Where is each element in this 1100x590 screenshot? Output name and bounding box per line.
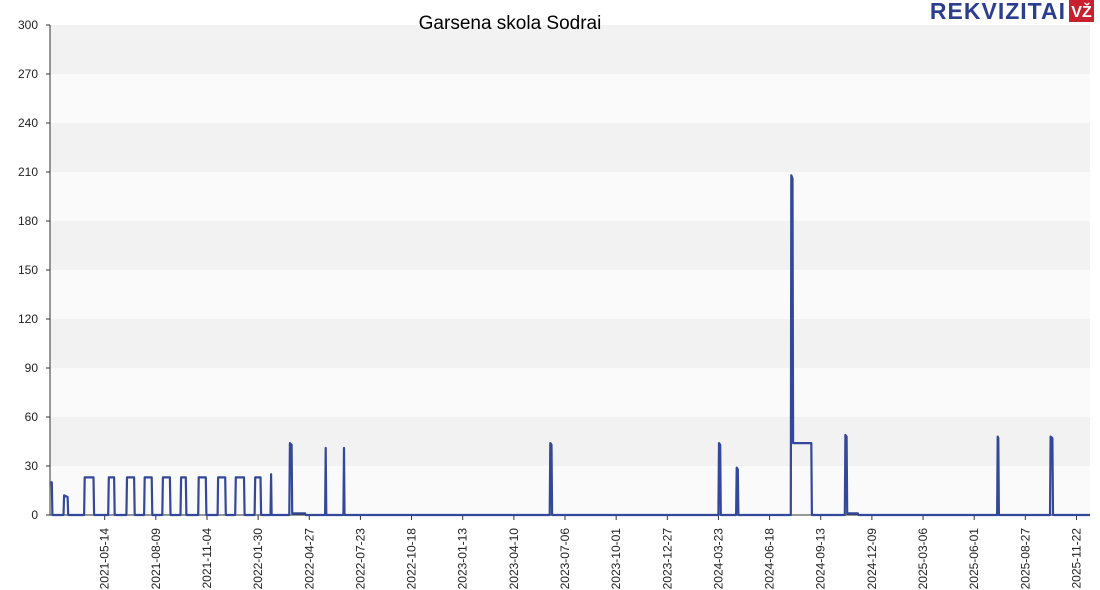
x-tick-label: 2024-06-18 xyxy=(763,528,777,590)
background-bands xyxy=(50,25,1090,515)
grid-band xyxy=(50,25,1090,74)
y-tick-label: 60 xyxy=(25,410,39,424)
x-tick-label: 2022-10-18 xyxy=(405,528,419,590)
grid-band xyxy=(50,368,1090,417)
y-tick-label: 270 xyxy=(18,67,38,81)
x-tick-label: 2024-09-13 xyxy=(814,528,828,590)
x-tick-label: 2022-01-30 xyxy=(251,528,265,590)
x-tick-label: 2025-06-01 xyxy=(967,528,981,590)
x-tick-label: 2023-12-27 xyxy=(660,528,674,590)
y-tick-label: 120 xyxy=(18,312,38,326)
grid-band xyxy=(50,270,1090,319)
logo-text: REKVIZITAI xyxy=(930,0,1066,24)
x-tick-label: 2025-08-27 xyxy=(1018,528,1032,590)
y-axis-ticks: 0 30 60 90 120 150 180 210 240 270 300 xyxy=(18,18,50,522)
x-tick-label: 2023-07-06 xyxy=(558,528,572,590)
y-tick-label: 240 xyxy=(18,116,38,130)
grid-band xyxy=(50,123,1090,172)
logo-badge-text: VŽ xyxy=(1071,2,1092,21)
grid-band xyxy=(50,417,1090,466)
chart-title: Garsena skola Sodrai xyxy=(419,13,602,34)
x-tick-label: 2022-04-27 xyxy=(302,528,316,590)
y-tick-label: 210 xyxy=(18,165,38,179)
x-tick-label: 2022-07-23 xyxy=(353,528,367,590)
x-tick-label: 2025-03-06 xyxy=(916,528,930,590)
x-tick-label: 2023-10-01 xyxy=(609,528,623,590)
x-tick-label: 2024-03-23 xyxy=(711,528,725,590)
logo-badge xyxy=(1069,0,1094,22)
plot-area xyxy=(50,174,1090,517)
y-tick-label: 30 xyxy=(25,459,39,473)
y-tick-label: 90 xyxy=(25,361,39,375)
y-tick-label: 150 xyxy=(18,263,38,277)
y-tick-label: 180 xyxy=(18,214,38,228)
x-tick-label: 2023-04-10 xyxy=(507,528,521,590)
y-tick-label: 300 xyxy=(18,18,38,32)
x-tick-label: 2021-05-14 xyxy=(98,528,112,590)
y-tick-label: 0 xyxy=(31,508,38,522)
grid-band xyxy=(50,319,1090,368)
series-line xyxy=(50,174,1090,517)
x-tick-label: 2025-11-22 xyxy=(1069,528,1083,589)
x-axis-ticks: 2021-05-14 2021-08-09 2021-11-04 2022-01-30… xyxy=(98,515,1083,590)
x-tick-label: 2023-01-13 xyxy=(456,528,470,590)
x-tick-label: 2024-12-09 xyxy=(865,528,879,590)
grid-band xyxy=(50,466,1090,515)
grid-band xyxy=(50,172,1090,221)
x-tick-label: 2021-08-09 xyxy=(149,528,163,590)
x-tick-label: 2021-11-04 xyxy=(200,528,214,589)
grid-band xyxy=(50,221,1090,270)
grid-band xyxy=(50,74,1090,123)
rekvizitai-logo[interactable]: REKVIZITAI VŽ xyxy=(930,0,1094,24)
